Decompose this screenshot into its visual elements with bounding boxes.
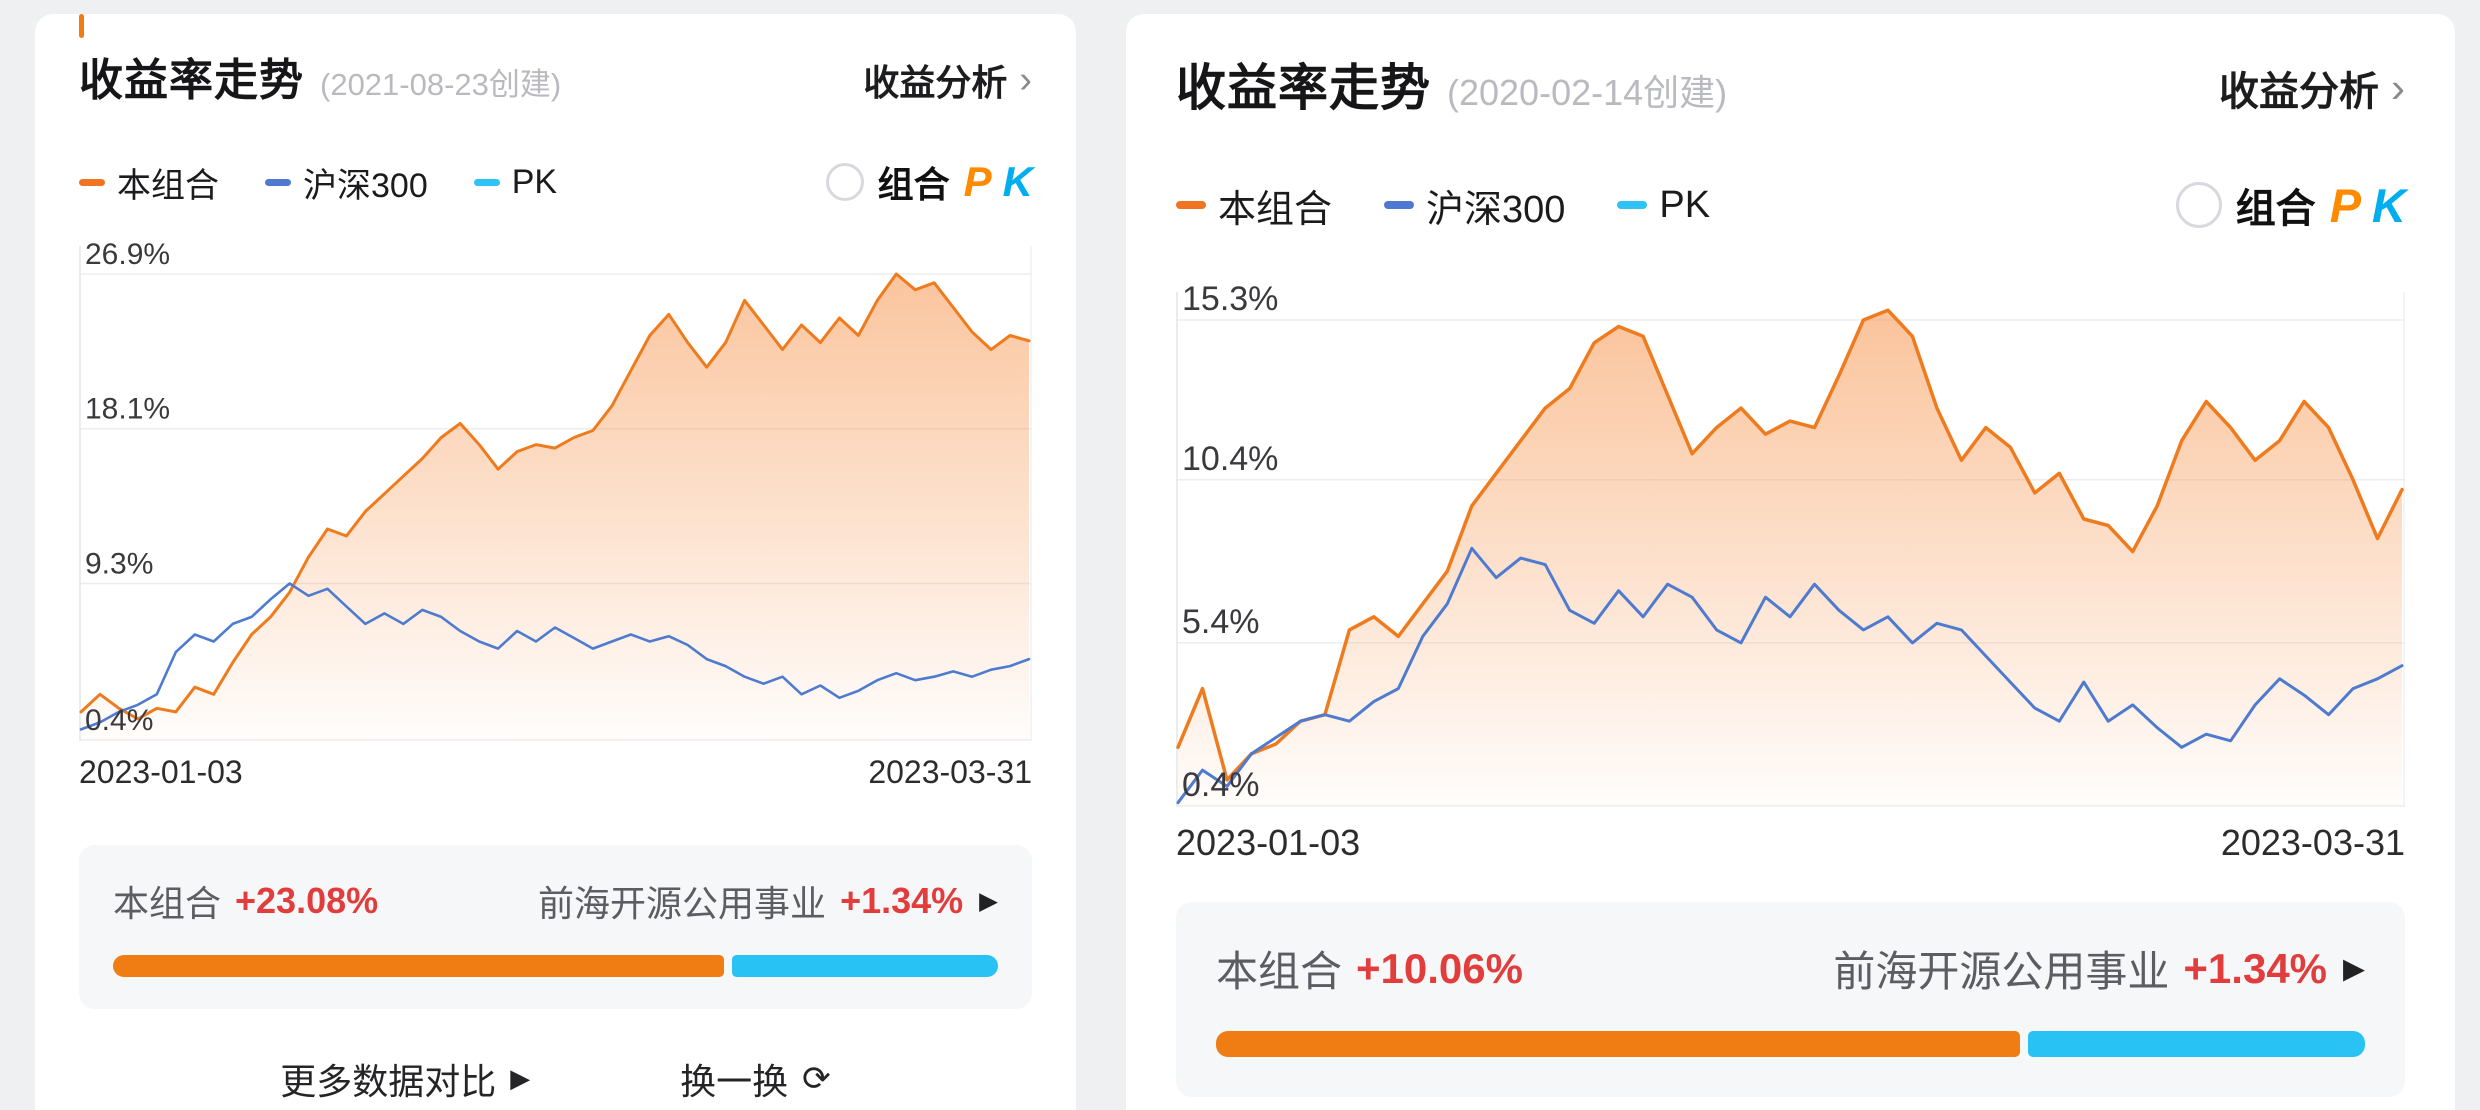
benchmark-compare-value: +1.34%: [2183, 944, 2328, 992]
x-axis-start-date: 2023-01-03: [1176, 822, 1361, 863]
x-axis-end-date: 2023-03-31: [2220, 822, 2405, 863]
benchmark-compare-label: 前海开源公用事业: [538, 883, 827, 924]
more-data-compare-label: 更多数据对比: [280, 1061, 497, 1102]
portfolio-bar-segment: [1216, 1031, 2021, 1057]
portfolio-bar-segment: [113, 955, 724, 977]
pk-toggle-label: 组合: [2235, 187, 2316, 231]
yield-analysis-link[interactable]: 收益分析 ›: [863, 54, 1032, 106]
comparison-row: 本组合 +10.06% 前海开源公用事业 +1.34% ▶: [1216, 938, 2365, 999]
comparison-row: 本组合 +23.08% 前海开源公用事业 +1.34% ▶: [113, 875, 998, 927]
chevron-right-icon: ›: [1019, 58, 1032, 101]
line-chart-svg: 15.3% 10.4% 5.4% 0.4%: [1176, 280, 2405, 807]
pk-ratio-bar: [113, 955, 998, 977]
benchmark-bar-segment: [731, 955, 998, 977]
legend-portfolio-label: 本组合: [117, 166, 219, 205]
yield-analysis-link[interactable]: 收益分析 ›: [2219, 59, 2405, 117]
svg-text:10.4%: 10.4%: [1182, 440, 1278, 478]
legend-index-label: 沪深300: [1426, 188, 1566, 231]
expand-arrow-icon[interactable]: ▶: [979, 888, 998, 915]
page-title: 收益率走势: [1176, 60, 1431, 116]
pk-logo-k: K: [1002, 158, 1033, 205]
pk-logo-p: P: [2329, 178, 2361, 232]
expand-arrow-icon[interactable]: ▶: [2343, 953, 2365, 985]
card-footer: 更多数据对比 ▶ 换一换 ⟳: [79, 1053, 1032, 1105]
legend-pk-label: PK: [1659, 183, 1711, 226]
chevron-right-icon: ›: [2391, 64, 2405, 111]
line-chart-svg: 26.9% 18.1% 9.3% 0.4%: [79, 238, 1032, 741]
accent-tick: [79, 14, 84, 38]
comparison-panel[interactable]: 本组合 +23.08% 前海开源公用事业 +1.34% ▶: [79, 845, 1032, 1009]
legend-portfolio: 本组合: [1176, 178, 1332, 233]
portfolio-line-swatch-icon: [79, 178, 105, 186]
toggle-circle-icon[interactable]: [2175, 182, 2222, 228]
x-axis-labels: 2023-01-03 2023-03-31: [79, 754, 1032, 791]
created-date: (2021-08-23创建): [320, 67, 562, 102]
play-arrow-icon: ▶: [510, 1065, 531, 1093]
comparison-panel[interactable]: 本组合 +10.06% 前海开源公用事业 +1.34% ▶: [1176, 902, 2405, 1097]
svg-text:26.9%: 26.9%: [85, 238, 170, 271]
created-date: (2020-02-14创建): [1447, 72, 1728, 113]
portfolio-compare-label: 本组合: [1216, 948, 1343, 995]
yield-analysis-label: 收益分析: [2219, 70, 2379, 114]
card-header: 收益率走势 (2021-08-23创建) 收益分析 ›: [79, 44, 1032, 108]
portfolio-line-swatch-icon: [1176, 201, 1206, 209]
legend-pk: PK: [473, 162, 558, 202]
svg-text:5.4%: 5.4%: [1182, 603, 1260, 641]
legend-index-label: 沪深300: [303, 166, 428, 205]
benchmark-compare-value: +1.34%: [840, 880, 964, 921]
svg-text:15.3%: 15.3%: [1182, 280, 1278, 318]
svg-text:18.1%: 18.1%: [85, 393, 170, 426]
legend-portfolio-label: 本组合: [1218, 188, 1333, 231]
legend-index: 沪深300: [1384, 178, 1565, 233]
index-line-swatch-icon: [1384, 201, 1415, 209]
index-line-swatch-icon: [265, 178, 291, 186]
yield-chart[interactable]: 15.3% 10.4% 5.4% 0.4% 2023-01-03 2023-03-31: [1176, 260, 2405, 864]
swap-button[interactable]: 换一换 ⟳: [680, 1053, 831, 1105]
yield-trend-card-right: 收益率走势 (2020-02-14创建) 收益分析 › 本组合 沪深300 PK: [1126, 14, 2455, 1110]
x-axis-end-date: 2023-03-31: [868, 754, 1032, 790]
pk-logo-k: K: [2372, 178, 2406, 232]
refresh-icon: ⟳: [802, 1060, 831, 1098]
legend-index: 沪深300: [265, 158, 428, 207]
svg-text:9.3%: 9.3%: [85, 548, 153, 581]
benchmark-compare-label: 前海开源公用事业: [1833, 948, 2170, 995]
svg-text:0.4%: 0.4%: [1182, 766, 1260, 804]
pk-line-swatch-icon: [1617, 201, 1648, 209]
legend-portfolio: 本组合: [79, 158, 219, 207]
portfolio-compare-value: +10.06%: [1356, 944, 1523, 992]
pk-logo-p: P: [963, 158, 992, 205]
swap-label: 换一换: [680, 1061, 789, 1102]
portfolio-compare-value: +23.08%: [235, 880, 379, 921]
page-title: 收益率走势: [79, 56, 304, 105]
toggle-circle-icon[interactable]: [825, 163, 864, 201]
more-data-compare-button[interactable]: 更多数据对比 ▶: [280, 1053, 530, 1105]
x-axis-start-date: 2023-01-03: [79, 754, 243, 790]
pk-toggle-label: 组合: [877, 164, 950, 205]
yield-analysis-label: 收益分析: [863, 62, 1008, 103]
x-axis-labels: 2023-01-03 2023-03-31: [1176, 822, 2405, 864]
svg-text:0.4%: 0.4%: [85, 704, 153, 737]
portfolio-compare-label: 本组合: [113, 883, 222, 924]
yield-chart[interactable]: 26.9% 18.1% 9.3% 0.4% 2023-01-03 2023-03-31: [79, 232, 1032, 791]
card-header: 收益率走势 (2020-02-14创建) 收益分析 ›: [1176, 48, 2405, 120]
pk-line-swatch-icon: [473, 178, 500, 186]
yield-trend-card-left: 收益率走势 (2021-08-23创建) 收益分析 › 本组合 沪深300 PK: [35, 14, 1076, 1110]
pk-ratio-bar: [1216, 1031, 2365, 1057]
legend-pk-label: PK: [511, 162, 558, 201]
legend-pk: PK: [1617, 184, 1710, 227]
benchmark-bar-segment: [2028, 1031, 2365, 1057]
